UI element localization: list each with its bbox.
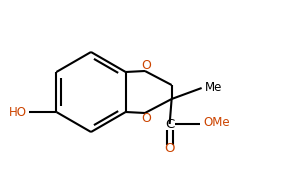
Text: O: O	[141, 59, 151, 72]
Text: Me: Me	[205, 80, 222, 93]
Text: OMe: OMe	[204, 117, 230, 130]
Text: O: O	[141, 112, 151, 125]
Text: C: C	[165, 117, 174, 130]
Text: HO: HO	[9, 105, 27, 119]
Text: O: O	[164, 142, 175, 156]
